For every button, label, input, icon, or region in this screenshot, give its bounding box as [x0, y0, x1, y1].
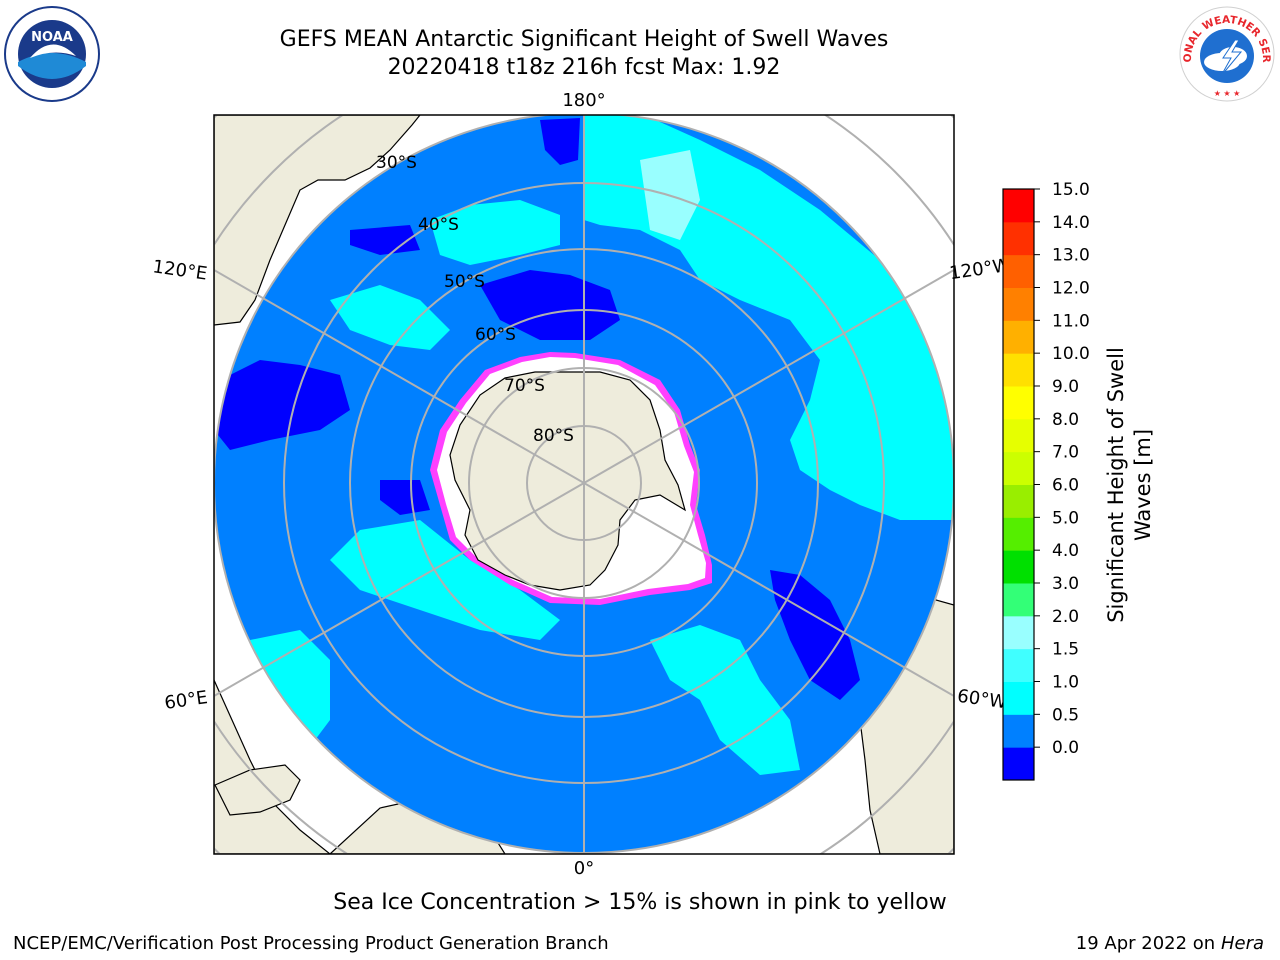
footer-date-text: 19 Apr 2022 on [1075, 933, 1221, 954]
madagascar-land [214, 764, 301, 816]
lon-label-60w: 60°W [956, 686, 1008, 714]
colorbar-bin [1003, 320, 1034, 354]
nws-logo-icon: NATIONAL WEATHER SERVICE ★ ★ ★ [1173, 0, 1277, 104]
colorbar-bin [1003, 484, 1034, 518]
noaa-logo-icon: NOAA [2, 4, 102, 104]
lon-label-60e: 60°E [163, 687, 209, 714]
colorbar-tick-label: 0.5 [1052, 705, 1079, 725]
australia-land [214, 115, 421, 326]
colorbar-bin [1003, 451, 1034, 485]
colorbar-bin [1003, 353, 1034, 387]
graticule [214, 115, 954, 854]
colorbar-bin [1003, 221, 1034, 256]
colorbar-tick-label: 10.0 [1052, 344, 1090, 364]
colorbar-tick-label: 14.0 [1052, 213, 1090, 233]
lon-label-120w: 120°W [948, 255, 1012, 284]
colorbar-ticks: 15.0 14.0 13.0 12.0 11.0 10.0 9.0 8.0 7.0 6.0 5.0 4… [1034, 180, 1090, 758]
colorbar-tick-label: 7.0 [1052, 443, 1079, 463]
colorbar [1003, 189, 1034, 781]
lon-label-120e: 120°E [151, 256, 208, 284]
colorbar-tick-label: 5.0 [1052, 508, 1079, 528]
colorbar-bin [1003, 714, 1034, 748]
swell-region-cyan-tasman [430, 200, 560, 265]
colorbar-tick-label: 1.5 [1052, 640, 1079, 660]
swell-region-cyan-atlantic [650, 625, 800, 775]
map-frame [213, 114, 955, 855]
swell-region-blue-antarctic-edge [380, 480, 430, 515]
lat-label-50s: 50°S [444, 272, 485, 292]
map-title: GEFS MEAN Antarctic Significant Height o… [279, 27, 889, 52]
colorbar-label-line1: Significant Height of Swell [1104, 347, 1128, 623]
colorbar-tick-label: 6.0 [1052, 476, 1079, 496]
footer-host: Hera [1220, 933, 1264, 954]
colorbar-label-line2: Waves [m] [1131, 429, 1155, 541]
colorbar-tick-label: 4.0 [1052, 541, 1079, 561]
colorbar-tick-label: 11.0 [1052, 311, 1090, 331]
colorbar-bin [1003, 615, 1034, 650]
lat-label-70s: 70°S [504, 376, 545, 396]
colorbar-bin [1003, 189, 1034, 223]
lon-label-180: 180° [562, 90, 605, 111]
svg-text:★ ★ ★: ★ ★ ★ [1214, 89, 1241, 98]
lon-label-0: 0° [574, 858, 594, 879]
lat-label-40s: 40°S [418, 215, 459, 235]
colorbar-tick-label: 3.0 [1052, 574, 1079, 594]
colorbar-bin [1003, 681, 1034, 715]
antarctica-land [449, 371, 686, 591]
colorbar-bin [1003, 747, 1034, 781]
lat-label-60s: 60°S [475, 325, 516, 345]
lat-label-80s: 80°S [533, 426, 574, 446]
lat-label-30s: 30°S [376, 153, 417, 173]
swell-region-blue-indian [214, 360, 350, 450]
colorbar-bin [1003, 287, 1034, 321]
footer-credit: NCEP/EMC/Verification Post Processing Pr… [13, 933, 609, 954]
colorbar-bin [1003, 517, 1034, 551]
colorbar-bin [1003, 583, 1034, 617]
colorbar-tick-label: 15.0 [1052, 180, 1090, 200]
colorbar-tick-label: 8.0 [1052, 410, 1079, 430]
swell-region-blue-tasman [350, 225, 420, 255]
swell-region-blue-nz [540, 118, 580, 165]
colorbar-tick-label: 13.0 [1052, 246, 1090, 266]
colorbar-bin [1003, 418, 1034, 453]
colorbar-tick-label: 9.0 [1052, 377, 1079, 397]
colorbar-tick-label: 2.0 [1052, 607, 1079, 627]
swell-region-cyan-indian [330, 520, 560, 640]
colorbar-bin [1003, 254, 1034, 288]
sea-ice-note: Sea Ice Concentration > 15% is shown in … [333, 890, 947, 915]
swell-region-cyan-west [330, 285, 450, 350]
colorbar-tick-label: 0.0 [1052, 738, 1079, 758]
noaa-logo-text: NOAA [31, 30, 73, 45]
map-subtitle: 20220418 t18z 216h fcst Max: 1.92 [387, 55, 781, 80]
colorbar-bin [1003, 386, 1034, 420]
colorbar-bin [1003, 648, 1034, 682]
footer-date: 19 Apr 2022 on Hera [1076, 933, 1264, 954]
colorbar-bin [1003, 550, 1034, 584]
colorbar-tick-label: 12.0 [1052, 279, 1090, 299]
colorbar-tick-label: 1.0 [1052, 673, 1079, 693]
